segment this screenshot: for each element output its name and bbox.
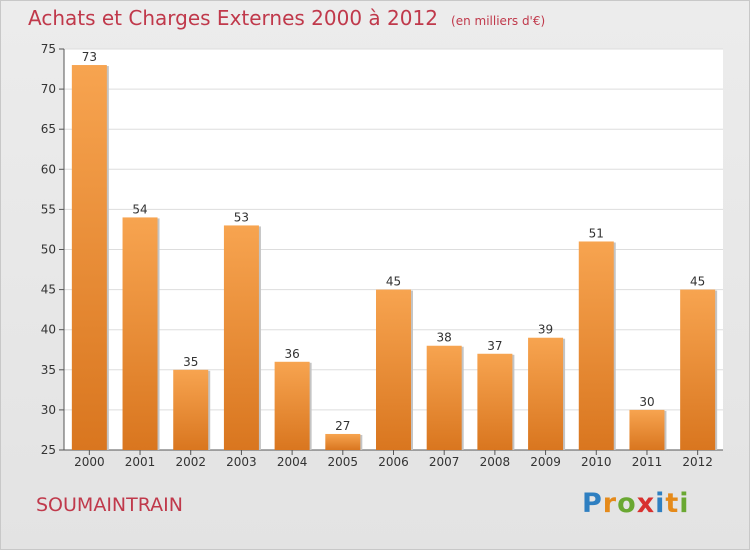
- bar: [173, 369, 209, 450]
- x-tick-label: 2002: [175, 455, 206, 469]
- bar: [223, 225, 259, 450]
- brand-letter: i: [679, 488, 690, 519]
- brand-letter: i: [655, 488, 666, 519]
- x-tick-label: 2003: [226, 455, 257, 469]
- x-tick-label: 2006: [378, 455, 409, 469]
- data-label: 45: [690, 275, 705, 289]
- data-label: 36: [284, 347, 299, 361]
- data-label: 38: [437, 331, 452, 345]
- bar: [578, 241, 614, 450]
- x-tick-label: 2012: [682, 455, 713, 469]
- data-label: 27: [335, 419, 350, 433]
- y-tick-label: 40: [41, 323, 56, 337]
- bar: [71, 65, 107, 450]
- bar: [376, 289, 411, 450]
- data-label: 54: [132, 202, 147, 216]
- brand-letter: P: [582, 488, 603, 519]
- brand-logo: Proxiti: [582, 488, 690, 519]
- bar: [325, 433, 361, 450]
- x-tick-label: 2009: [530, 455, 561, 469]
- bar: [122, 217, 158, 450]
- y-tick-label: 35: [41, 363, 56, 377]
- town-name: SOUMAINTRAIN: [36, 494, 183, 516]
- brand-letter: o: [617, 488, 637, 519]
- x-tick-label: 2007: [429, 455, 460, 469]
- y-tick-label: 50: [41, 243, 56, 257]
- data-label: 37: [487, 339, 502, 353]
- data-label: 73: [82, 50, 97, 64]
- chart-subtitle: (en milliers d'€): [451, 14, 546, 28]
- y-tick-label: 70: [41, 82, 56, 96]
- brand-letter: t: [665, 488, 680, 519]
- x-tick-label: 2004: [277, 455, 308, 469]
- y-tick-label: 75: [41, 42, 56, 56]
- data-label: 30: [639, 395, 654, 409]
- bar: [426, 345, 462, 450]
- y-tick-label: 25: [41, 443, 56, 457]
- data-label: 53: [234, 210, 249, 224]
- y-tick-label: 45: [41, 283, 56, 297]
- bar: [477, 353, 513, 450]
- bar: [274, 361, 310, 450]
- bar: [528, 337, 564, 450]
- x-tick-label: 2000: [74, 455, 105, 469]
- brand-letter: x: [636, 488, 656, 519]
- x-tick-label: 2008: [480, 455, 511, 469]
- bar: [629, 409, 665, 450]
- y-tick-label: 30: [41, 403, 56, 417]
- data-label: 51: [589, 226, 604, 240]
- y-tick-label: 60: [41, 162, 56, 176]
- chart-header: Achats et Charges Externes 2000 à 2012 (…: [28, 6, 545, 30]
- x-tick-label: 2011: [632, 455, 663, 469]
- x-tick-label: 2010: [581, 455, 612, 469]
- chart-title: Achats et Charges Externes 2000 à 2012: [28, 6, 438, 30]
- y-tick-label: 55: [41, 202, 56, 216]
- x-tick-label: 2001: [125, 455, 156, 469]
- data-label: 35: [183, 355, 198, 369]
- x-tick-label: 2005: [328, 455, 359, 469]
- data-label: 39: [538, 323, 553, 337]
- y-tick-label: 65: [41, 122, 56, 136]
- bar: [680, 289, 716, 450]
- brand-letter: r: [602, 488, 618, 519]
- data-label: 45: [386, 275, 401, 289]
